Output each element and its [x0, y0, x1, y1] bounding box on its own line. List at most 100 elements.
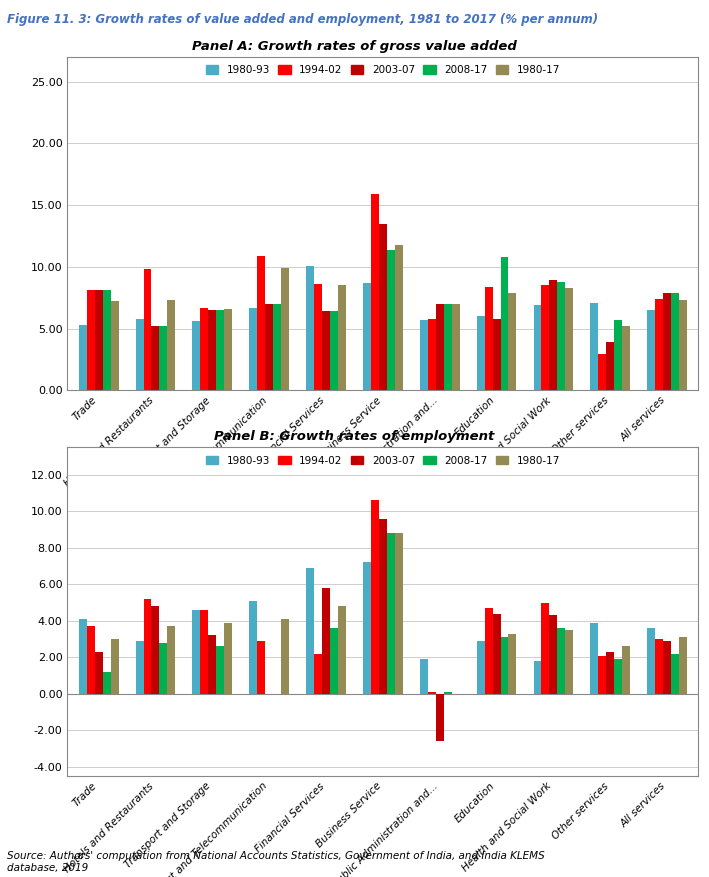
Legend: 1980-93, 1994-02, 2003-07, 2008-17, 1980-17: 1980-93, 1994-02, 2003-07, 2008-17, 1980…: [203, 453, 563, 468]
Bar: [363, 562, 371, 694]
Bar: [94, 290, 103, 390]
Bar: [647, 628, 655, 694]
Bar: [86, 626, 94, 694]
Bar: [623, 646, 630, 694]
Bar: [476, 317, 485, 390]
Bar: [250, 601, 257, 694]
Bar: [167, 626, 175, 694]
Bar: [216, 646, 224, 694]
Bar: [152, 606, 160, 694]
Bar: [306, 266, 314, 390]
Bar: [557, 282, 565, 390]
Bar: [663, 293, 671, 390]
Bar: [606, 342, 614, 390]
Bar: [201, 308, 208, 390]
Bar: [557, 628, 565, 694]
Bar: [565, 630, 574, 694]
Bar: [330, 628, 338, 694]
Bar: [501, 638, 508, 694]
Bar: [257, 256, 265, 390]
Bar: [623, 326, 630, 390]
Bar: [501, 257, 508, 390]
Bar: [493, 318, 501, 390]
Bar: [135, 641, 143, 694]
Text: Source: Authors' computation from National Accounts Statistics, Government of In: Source: Authors' computation from Nation…: [7, 851, 545, 873]
Bar: [224, 623, 233, 694]
Bar: [591, 623, 598, 694]
Bar: [508, 293, 516, 390]
Bar: [192, 321, 201, 390]
Bar: [160, 643, 167, 694]
Bar: [679, 638, 687, 694]
Bar: [338, 285, 346, 390]
Bar: [452, 303, 459, 390]
Bar: [395, 533, 403, 694]
Bar: [436, 303, 444, 390]
Bar: [549, 616, 557, 694]
Bar: [591, 303, 598, 390]
Bar: [485, 287, 493, 390]
Bar: [614, 320, 623, 390]
Bar: [420, 660, 428, 694]
Bar: [428, 692, 436, 694]
Bar: [306, 568, 314, 694]
Bar: [387, 250, 395, 390]
Bar: [549, 281, 557, 390]
Bar: [224, 309, 233, 390]
Bar: [322, 588, 330, 694]
Bar: [379, 224, 387, 390]
Bar: [679, 300, 687, 390]
Text: Figure 11. 3: Growth rates of value added and employment, 1981 to 2017 (% per an: Figure 11. 3: Growth rates of value adde…: [7, 13, 598, 26]
Bar: [533, 305, 542, 390]
Bar: [655, 299, 663, 390]
Bar: [671, 293, 679, 390]
Bar: [655, 639, 663, 694]
Bar: [598, 354, 606, 390]
Bar: [160, 326, 167, 390]
Bar: [476, 641, 485, 694]
Bar: [663, 641, 671, 694]
Bar: [533, 661, 542, 694]
Bar: [371, 194, 379, 390]
Bar: [143, 269, 152, 390]
Bar: [542, 602, 549, 694]
Bar: [598, 655, 606, 694]
Bar: [444, 692, 452, 694]
Bar: [192, 610, 201, 694]
Bar: [338, 606, 346, 694]
Bar: [485, 608, 493, 694]
Bar: [79, 619, 86, 694]
Bar: [444, 303, 452, 390]
Bar: [395, 245, 403, 390]
Bar: [167, 300, 175, 390]
Bar: [314, 284, 322, 390]
Bar: [208, 636, 216, 694]
Bar: [94, 652, 103, 694]
Bar: [79, 324, 86, 390]
Bar: [201, 610, 208, 694]
Bar: [647, 310, 655, 390]
Bar: [606, 652, 614, 694]
Bar: [135, 318, 143, 390]
Bar: [208, 310, 216, 390]
Bar: [542, 285, 549, 390]
Text: Panel A: Growth rates of gross value added: Panel A: Growth rates of gross value add…: [192, 39, 517, 53]
Bar: [152, 326, 160, 390]
Bar: [671, 653, 679, 694]
Bar: [281, 268, 289, 390]
Bar: [420, 320, 428, 390]
Bar: [314, 653, 322, 694]
Legend: 1980-93, 1994-02, 2003-07, 2008-17, 1980-17: 1980-93, 1994-02, 2003-07, 2008-17, 1980…: [203, 62, 563, 78]
Bar: [103, 672, 111, 694]
Bar: [257, 641, 265, 694]
Bar: [371, 500, 379, 694]
Bar: [103, 290, 111, 390]
Bar: [508, 633, 516, 694]
Bar: [330, 311, 338, 390]
Bar: [216, 310, 224, 390]
Bar: [379, 518, 387, 694]
Bar: [111, 302, 118, 390]
Bar: [493, 614, 501, 694]
Bar: [143, 599, 152, 694]
Bar: [250, 308, 257, 390]
